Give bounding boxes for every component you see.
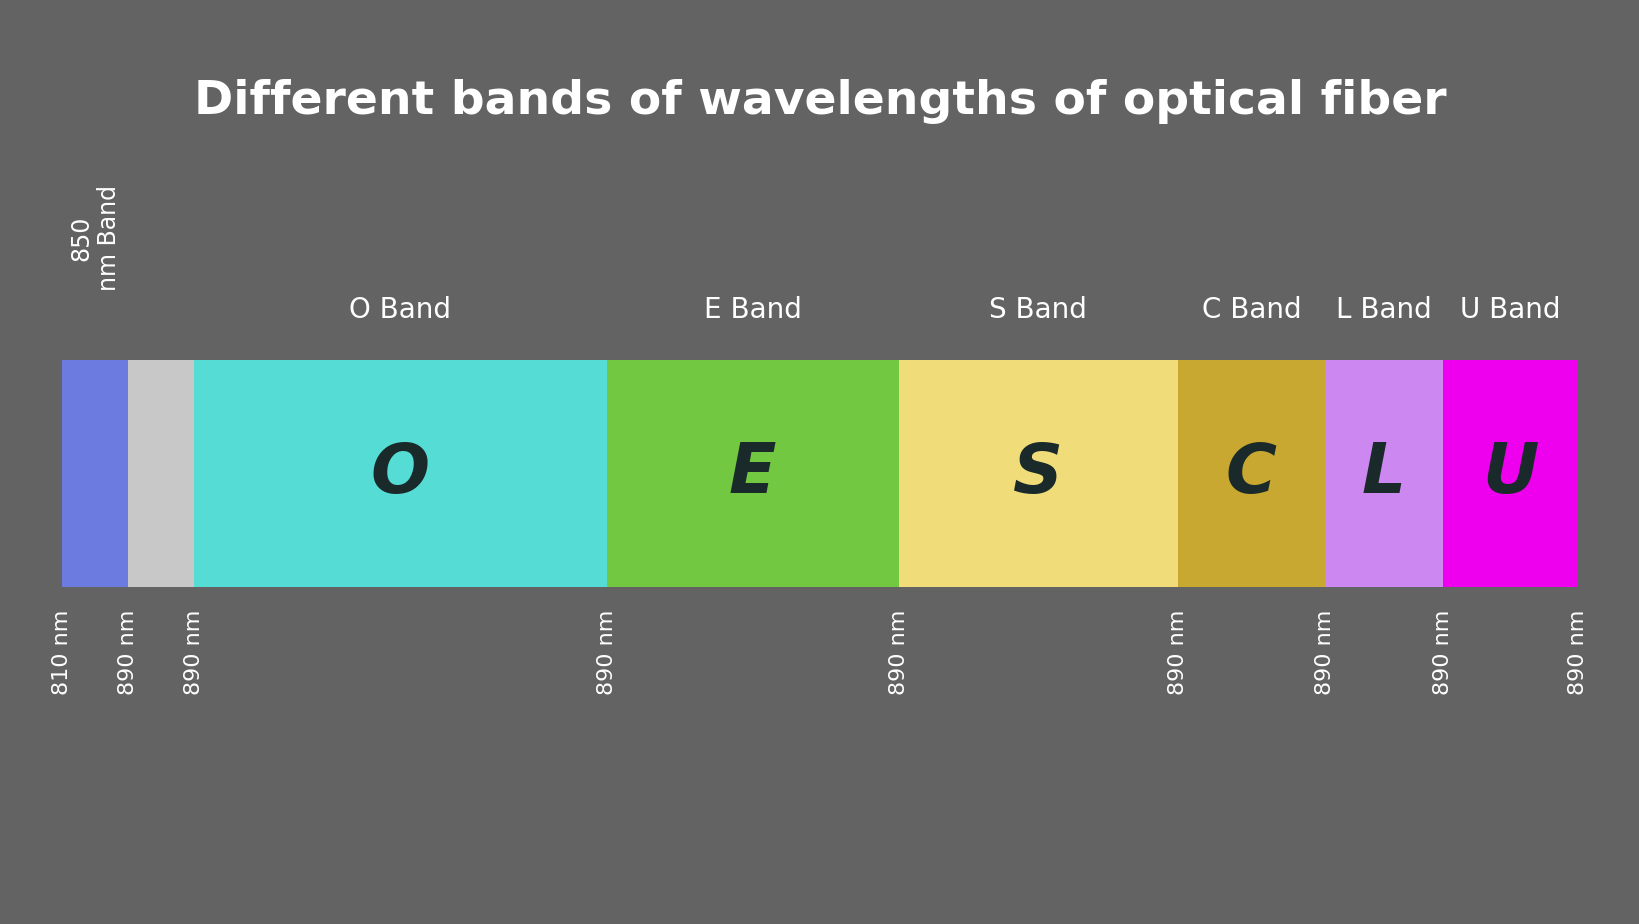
Text: 890 nm: 890 nm	[184, 610, 203, 695]
Text: 850
nm Band: 850 nm Band	[69, 185, 121, 291]
Text: U Band: U Band	[1459, 296, 1560, 323]
Text: O: O	[370, 440, 429, 507]
Text: 890 nm: 890 nm	[1314, 610, 1334, 695]
Text: 890 nm: 890 nm	[1432, 610, 1452, 695]
Text: L: L	[1362, 440, 1405, 507]
Text: C: C	[1224, 440, 1277, 507]
Text: E: E	[729, 440, 775, 507]
Bar	[898, 360, 1177, 587]
Text: 890 nm: 890 nm	[597, 610, 616, 695]
Bar	[128, 360, 193, 587]
Text: E Band: E Band	[703, 296, 801, 323]
Text: 810 nm: 810 nm	[52, 610, 72, 695]
Text: Different bands of wavelengths of optical fiber: Different bands of wavelengths of optica…	[193, 79, 1446, 124]
Bar	[606, 360, 898, 587]
Bar	[1324, 360, 1442, 587]
Text: 890 nm: 890 nm	[888, 610, 908, 695]
Text: S: S	[1013, 440, 1062, 507]
Text: 890 nm: 890 nm	[1167, 610, 1187, 695]
Bar	[62, 360, 128, 587]
Text: 890 nm: 890 nm	[118, 610, 138, 695]
Bar	[1442, 360, 1577, 587]
Bar	[193, 360, 606, 587]
Text: U: U	[1482, 440, 1537, 507]
Text: O Band: O Band	[349, 296, 451, 323]
Text: L Band: L Band	[1336, 296, 1431, 323]
Text: 890 nm: 890 nm	[1567, 610, 1587, 695]
Text: S Band: S Band	[988, 296, 1087, 323]
Bar	[1177, 360, 1324, 587]
Text: C Band: C Band	[1201, 296, 1300, 323]
